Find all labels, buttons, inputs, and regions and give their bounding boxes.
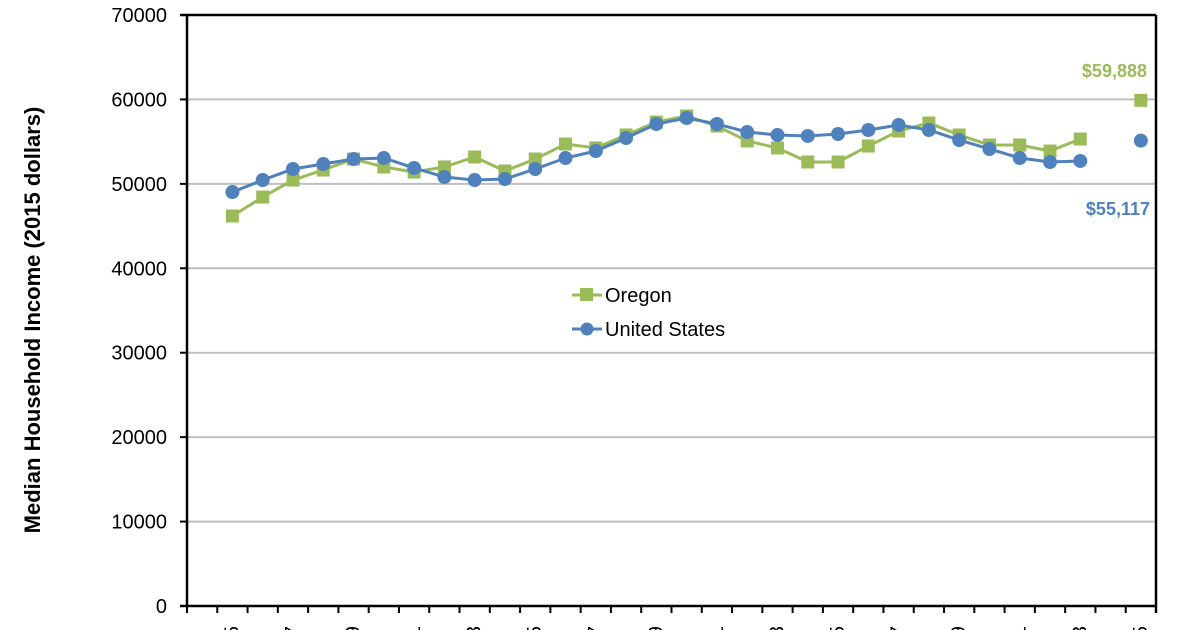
- square-marker-icon: [1134, 93, 1148, 107]
- y-tick-label: 50000: [111, 174, 167, 196]
- oregon-2015-value-label: $59,888: [1082, 61, 1147, 81]
- annotations: $59,888 $55,117: [1082, 61, 1150, 219]
- circle-marker-icon: [1073, 153, 1088, 168]
- square-marker-icon: [256, 190, 270, 204]
- y-tick-label: 40000: [111, 258, 167, 280]
- x-tick-label: 2001: [706, 626, 728, 630]
- y-tick-label: 30000: [111, 343, 167, 365]
- x-tick-label: 2011: [1009, 626, 1031, 630]
- y-axis-ticks: 0 10000 20000 30000 40000 50000 60000 70000: [111, 5, 187, 618]
- x-tick-label: 1995: [524, 626, 546, 630]
- circle-marker-icon: [1133, 133, 1148, 148]
- square-marker-icon: [468, 150, 482, 164]
- square-marker-icon: [225, 209, 239, 223]
- series-united-states: [225, 111, 1148, 200]
- square-marker-icon: [1013, 138, 1027, 152]
- circle-marker-icon: [437, 170, 452, 185]
- y-tick-label: 20000: [111, 427, 167, 449]
- legend: Oregon United States: [572, 285, 725, 341]
- circle-marker-icon: [588, 144, 603, 159]
- gridlines: [187, 98, 1156, 523]
- circle-marker-icon: [740, 125, 755, 140]
- circle-marker-icon: [800, 128, 815, 143]
- circle-marker-icon: [1012, 151, 1027, 166]
- x-tick-label: 1991: [403, 626, 425, 630]
- circle-marker-icon: [558, 151, 573, 166]
- x-tick-label: 2009: [948, 626, 970, 630]
- circle-marker-icon: [316, 157, 331, 172]
- circle-marker-icon: [497, 172, 512, 187]
- plot-frame: [180, 13, 1158, 613]
- circle-marker-icon: [285, 161, 300, 176]
- circle-marker-icon: [982, 141, 997, 156]
- x-tick-label: 1993: [464, 626, 486, 630]
- square-marker-icon: [580, 288, 593, 301]
- circle-marker-icon: [580, 322, 594, 336]
- circle-marker-icon: [861, 122, 876, 137]
- square-marker-icon: [770, 141, 784, 155]
- circle-marker-icon: [376, 151, 391, 166]
- circle-marker-icon: [1043, 154, 1058, 169]
- circle-marker-icon: [407, 160, 422, 175]
- square-marker-icon: [831, 155, 845, 169]
- x-tick-label: 2005: [827, 626, 849, 630]
- circle-marker-icon: [225, 185, 240, 200]
- y-tick-label: 60000: [111, 89, 167, 111]
- square-marker-icon: [1043, 144, 1057, 158]
- circle-marker-icon: [831, 127, 846, 142]
- circle-marker-icon: [891, 118, 906, 133]
- legend-item-united-states: United States: [572, 319, 725, 341]
- y-tick-label: 70000: [111, 5, 167, 27]
- x-tick-label: 1985: [221, 626, 243, 630]
- x-tick-label: 2015: [1130, 626, 1152, 630]
- circle-marker-icon: [619, 131, 634, 146]
- circle-marker-icon: [770, 127, 785, 142]
- circle-marker-icon: [346, 152, 361, 167]
- x-axis-ticks: 1985 1987 1989 1991 1993 1995 1997 1999 2001 2003…: [186, 606, 1157, 630]
- circle-marker-icon: [952, 133, 967, 148]
- square-marker-icon: [801, 155, 815, 169]
- legend-item-oregon: Oregon: [572, 285, 672, 307]
- square-marker-icon: [861, 139, 875, 153]
- y-tick-label: 0: [156, 596, 167, 618]
- legend-label-united-states: United States: [605, 319, 725, 341]
- legend-label-oregon: Oregon: [605, 285, 672, 307]
- square-marker-icon: [286, 173, 300, 187]
- circle-marker-icon: [649, 116, 664, 131]
- x-tick-label: 1989: [343, 626, 365, 630]
- square-marker-icon: [1073, 132, 1087, 146]
- circle-marker-icon: [709, 116, 724, 131]
- y-axis-label: Median Household Income (2015 dollars): [20, 107, 45, 534]
- x-tick-label: 2003: [766, 626, 788, 630]
- circle-marker-icon: [255, 173, 270, 188]
- circle-marker-icon: [679, 111, 694, 126]
- x-tick-label: 1999: [645, 626, 667, 630]
- circle-marker-icon: [921, 122, 936, 137]
- series-layer: [225, 93, 1148, 223]
- circle-marker-icon: [467, 173, 482, 188]
- x-tick-label: 1987: [282, 626, 304, 630]
- square-marker-icon: [437, 160, 451, 174]
- y-tick-label: 10000: [111, 512, 167, 534]
- x-tick-label: 2007: [888, 626, 910, 630]
- circle-marker-icon: [528, 161, 543, 176]
- x-tick-label: 2013: [1069, 626, 1091, 630]
- us-2015-value-label: $55,117: [1086, 199, 1150, 219]
- x-tick-label: 1997: [585, 626, 607, 630]
- square-marker-icon: [559, 137, 573, 151]
- square-marker-icon: [528, 152, 542, 166]
